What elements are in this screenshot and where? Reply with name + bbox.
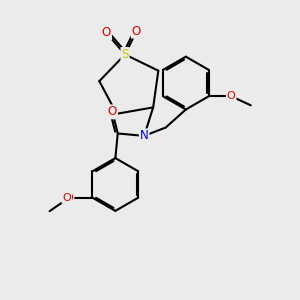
Text: O: O xyxy=(65,193,74,203)
Text: O: O xyxy=(227,91,236,101)
Text: S: S xyxy=(121,48,129,61)
Text: O: O xyxy=(102,26,111,39)
Text: O: O xyxy=(132,25,141,38)
Text: O: O xyxy=(108,105,117,119)
Text: O: O xyxy=(62,193,71,203)
Text: N: N xyxy=(140,129,148,142)
